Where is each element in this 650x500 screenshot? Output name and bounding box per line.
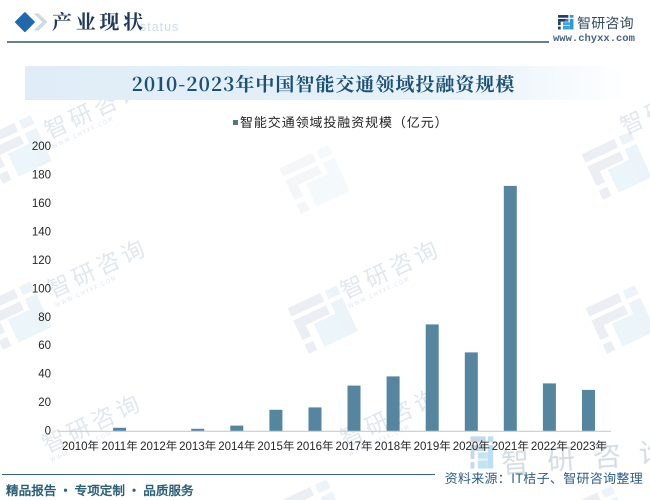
svg-text:2012年: 2012年 (140, 440, 177, 453)
svg-text:60: 60 (38, 340, 51, 352)
svg-text:2023年: 2023年 (570, 440, 607, 453)
svg-text:120: 120 (32, 255, 51, 267)
svg-text:2015年: 2015年 (257, 440, 294, 453)
svg-text:20: 20 (38, 397, 51, 409)
svg-text:100: 100 (32, 283, 51, 295)
svg-text:160: 160 (32, 198, 51, 210)
svg-text:80: 80 (38, 312, 51, 324)
svg-text:2022年: 2022年 (531, 440, 568, 453)
svg-text:2011年: 2011年 (101, 440, 137, 453)
svg-text:40: 40 (38, 369, 51, 381)
svg-text:2016年: 2016年 (296, 440, 333, 453)
svg-text:2017年: 2017年 (335, 440, 372, 453)
svg-text:2021年: 2021年 (492, 440, 529, 453)
svg-text:2013年: 2013年 (179, 440, 216, 453)
svg-text:140: 140 (32, 227, 51, 239)
svg-text:2014年: 2014年 (218, 440, 255, 453)
svg-text:180: 180 (32, 170, 51, 182)
svg-text:2019年: 2019年 (414, 440, 451, 453)
svg-text:200: 200 (32, 141, 51, 153)
svg-text:2018年: 2018年 (375, 440, 412, 453)
svg-text:0: 0 (45, 426, 51, 438)
svg-text:2020年: 2020年 (453, 440, 490, 453)
svg-text:2010年: 2010年 (62, 440, 99, 453)
